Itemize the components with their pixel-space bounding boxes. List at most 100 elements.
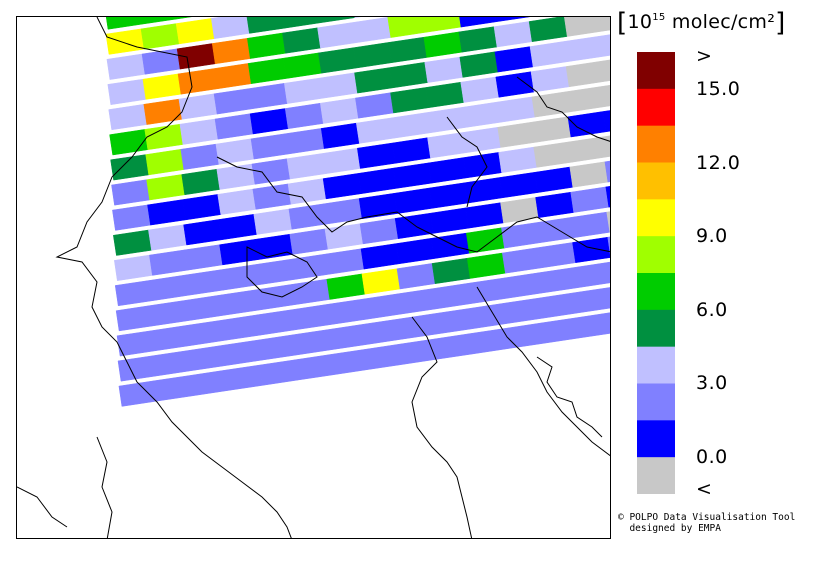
swath-pixel bbox=[496, 96, 536, 123]
swath-pixel bbox=[145, 149, 185, 176]
swath-pixel bbox=[183, 219, 222, 246]
swath-pixel bbox=[568, 136, 608, 163]
swath-pixel bbox=[257, 309, 296, 336]
swath-pixel bbox=[574, 287, 610, 314]
swath-pixel bbox=[431, 257, 471, 284]
swath-pixel bbox=[259, 359, 298, 386]
swath-pixel bbox=[396, 263, 436, 290]
swath-pixel bbox=[185, 269, 224, 296]
swath-pixel bbox=[357, 167, 397, 194]
swath-pixel bbox=[501, 222, 540, 249]
color-scale-bar bbox=[637, 52, 675, 494]
swath-pixel bbox=[465, 202, 504, 229]
swath-pixel bbox=[246, 17, 285, 34]
swath-pixel bbox=[293, 329, 332, 356]
legend-label-9: 9.0 bbox=[696, 225, 728, 247]
swath-pixel bbox=[321, 147, 361, 175]
swath-pixel bbox=[217, 188, 257, 215]
swath-pixel bbox=[601, 84, 610, 107]
legend-title: [1015 molec/cm²] bbox=[617, 8, 786, 38]
map-panel bbox=[16, 16, 611, 539]
swath-pixel bbox=[287, 178, 327, 205]
color-scale-segment bbox=[637, 346, 675, 385]
color-scale-segment bbox=[637, 236, 675, 274]
swath-pixel bbox=[497, 121, 537, 148]
swath-pixel bbox=[187, 319, 226, 346]
swath-pixel bbox=[538, 267, 577, 294]
swath-pixel bbox=[459, 17, 497, 28]
swath-pixel bbox=[609, 287, 610, 293]
legend-label-12: 12.0 bbox=[696, 152, 741, 174]
swath-pixel bbox=[388, 36, 428, 63]
legend-title-unit: molec/cm² bbox=[665, 11, 776, 33]
swath-pixel bbox=[180, 143, 220, 170]
swath-pixel bbox=[288, 203, 328, 230]
credit-line-1: © POLPO Data Visualisation Tool bbox=[618, 512, 796, 523]
swath-pixel bbox=[181, 168, 221, 196]
swath-pixel bbox=[357, 142, 396, 169]
swath-pixel bbox=[352, 17, 392, 44]
swath-pixel bbox=[534, 166, 574, 193]
swath-pixel bbox=[605, 186, 610, 208]
swath-pixel bbox=[424, 56, 464, 83]
color-scale-segment bbox=[637, 420, 675, 458]
swath-pixel bbox=[211, 38, 251, 65]
legend-label-3: 3.0 bbox=[696, 372, 728, 394]
swath-pixel bbox=[502, 247, 541, 274]
swath-pixel bbox=[607, 236, 610, 255]
swath-pixel bbox=[320, 97, 359, 124]
color-scale-segment bbox=[637, 457, 675, 494]
legend-bracket-open: [ bbox=[617, 8, 628, 38]
swath-pixel bbox=[218, 214, 258, 241]
swath-pixel bbox=[285, 128, 325, 155]
swath-pixel bbox=[532, 116, 572, 143]
swath-pixel bbox=[569, 161, 609, 188]
swath-pixel bbox=[177, 68, 217, 95]
swath-pixel bbox=[500, 197, 539, 224]
swath-pixel bbox=[108, 104, 148, 131]
swath-pixel bbox=[364, 343, 404, 370]
swath-pixel bbox=[399, 338, 439, 365]
swath-pixel bbox=[255, 259, 295, 286]
swath-pixel bbox=[423, 17, 462, 33]
swath-pixel bbox=[528, 17, 568, 42]
swath-pixel bbox=[110, 154, 149, 181]
swath-pixel bbox=[147, 199, 186, 226]
swath-pixel bbox=[467, 277, 507, 304]
swath-pixel bbox=[600, 59, 610, 82]
swath-pixel bbox=[468, 302, 508, 330]
swath-pixel bbox=[326, 273, 366, 300]
swath-pixel bbox=[539, 292, 578, 319]
swath-pixel bbox=[570, 186, 610, 213]
swath-pixel bbox=[564, 17, 603, 37]
swath-pixel bbox=[599, 17, 610, 32]
swath-pixel bbox=[150, 299, 190, 326]
swath-pixel bbox=[355, 92, 394, 119]
swath-pixel bbox=[213, 88, 253, 115]
swath-pixel bbox=[462, 127, 501, 154]
swath-pixel bbox=[106, 53, 146, 80]
swath-pixel bbox=[469, 328, 509, 355]
swath-pixel bbox=[146, 174, 185, 201]
swath-pixel bbox=[109, 129, 149, 156]
swath-pixel bbox=[215, 138, 255, 165]
swath-pixel bbox=[219, 239, 258, 266]
swath-pixel bbox=[105, 17, 144, 30]
swath-pixel bbox=[143, 98, 183, 125]
swath-pixel bbox=[535, 191, 574, 218]
swath-pixel bbox=[363, 318, 403, 345]
legend-title-base: 10 bbox=[627, 11, 653, 33]
swath-pixel bbox=[466, 252, 506, 279]
swath-pixel bbox=[495, 17, 531, 23]
swath-pixel bbox=[537, 242, 576, 269]
swath-pixel bbox=[361, 268, 401, 295]
swath-pixel bbox=[529, 41, 569, 68]
color-scale-segment bbox=[637, 52, 675, 90]
color-scale-segment bbox=[637, 125, 675, 164]
credit-text: © POLPO Data Visualisation Tool designed… bbox=[618, 512, 795, 534]
swath-pixel bbox=[459, 51, 499, 78]
swath-pixel bbox=[105, 28, 145, 55]
swath-pixel bbox=[187, 344, 227, 371]
swath-pixel bbox=[354, 67, 393, 94]
swath-pixel bbox=[393, 162, 432, 189]
